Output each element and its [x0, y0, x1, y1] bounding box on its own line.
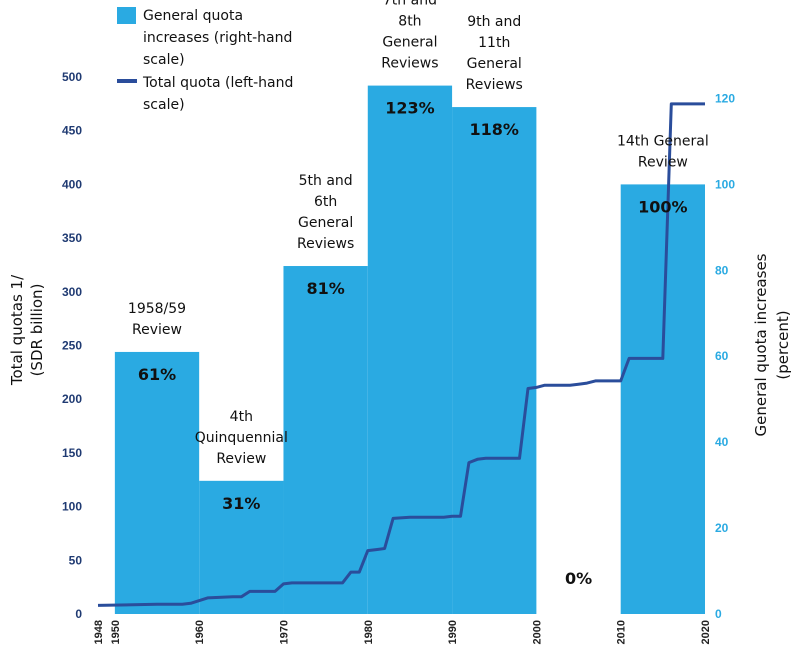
- x-tick: 1950: [110, 620, 122, 644]
- review-annotation-line: Review: [638, 154, 688, 170]
- data-label: 61%: [138, 365, 176, 384]
- legend: General quota increases (right-hand scal…: [117, 7, 293, 113]
- review-annotation-line: 7th and: [383, 0, 437, 9]
- review-annotations: 1958/59 Review 4th Quinquennial Review 5th an…: [128, 0, 709, 467]
- x-tick: 2020: [700, 620, 712, 644]
- y-left-tick: 300: [62, 285, 82, 299]
- data-label: 0%: [565, 569, 592, 588]
- y-left-tick: 0: [75, 607, 82, 621]
- review-annotation-line: Review: [132, 322, 182, 338]
- legend-bar-label: scale): [143, 52, 185, 68]
- review-annotation-line: 4th: [230, 409, 253, 425]
- review-annotation-line: General: [382, 35, 437, 51]
- axis-ticks: 0 50 100 150 200 250 300 350 400 450 500 0 20 40 60 80 1…: [62, 70, 735, 644]
- y-left-tick: 150: [62, 446, 82, 460]
- x-tick: 1960: [194, 620, 206, 644]
- review-annotation-line: Review: [216, 451, 266, 467]
- review-annotation-line: 6th: [314, 194, 337, 210]
- legend-bar-label: increases (right-hand: [143, 30, 292, 46]
- review-annotation-line: 9th and: [467, 14, 521, 30]
- review-annotation-line: General: [298, 215, 353, 231]
- left-axis-title-line2: (SDR billion): [28, 284, 46, 377]
- review-annotation: 1958/59 Review: [128, 301, 186, 338]
- right-axis-title-line2: (percent): [774, 310, 792, 379]
- right-axis-title-line1: General quota increases: [752, 253, 770, 436]
- total-quota-line: [97, 102, 705, 607]
- y-right-tick: 60: [715, 349, 729, 363]
- bar: [283, 266, 368, 614]
- x-tick: 1970: [278, 620, 290, 644]
- legend-bar-label: General quota: [143, 8, 243, 24]
- data-label: 123%: [385, 99, 434, 118]
- x-tick: 1980: [363, 620, 375, 644]
- review-annotation-line: Reviews: [381, 56, 438, 72]
- y-right-tick: 100: [715, 177, 735, 191]
- data-label: 100%: [638, 197, 687, 216]
- y-left-tick: 50: [69, 553, 83, 567]
- bar: [620, 184, 705, 614]
- y-left-tick: 500: [62, 70, 82, 84]
- review-annotation: 14th General Review: [617, 133, 709, 170]
- data-label: 81%: [306, 279, 344, 298]
- data-label: 31%: [222, 494, 260, 513]
- y-left-tick: 350: [62, 231, 82, 245]
- y-right-tick: 120: [715, 91, 735, 105]
- legend-bar-swatch: [117, 7, 136, 24]
- data-label: 118%: [470, 120, 519, 139]
- bar-series: [114, 85, 705, 615]
- y-right-tick: 20: [715, 521, 729, 535]
- review-annotation: 5th and 6th General Reviews: [297, 173, 354, 252]
- x-tick: 2010: [616, 620, 628, 644]
- review-annotation-line: 5th and: [299, 173, 353, 189]
- legend-line-label: Total quota (left-hand: [142, 75, 293, 91]
- review-annotation-line: General: [467, 56, 522, 72]
- x-tick: 2000: [531, 620, 543, 644]
- review-annotation-line: 1958/59: [128, 301, 186, 317]
- y-right-tick: 0: [715, 607, 722, 621]
- review-annotation-line: 14th General: [617, 133, 709, 149]
- y-right-tick: 80: [715, 263, 729, 277]
- x-tick: 1990: [447, 620, 459, 644]
- y-right-tick: 40: [715, 435, 729, 449]
- left-axis-title-line1: Total quotas 1/: [8, 274, 26, 386]
- bar: [452, 107, 537, 615]
- review-annotation: 4th Quinquennial Review: [195, 409, 288, 467]
- review-annotation-line: Quinquennial: [195, 430, 288, 446]
- y-left-tick: 400: [62, 177, 82, 191]
- percent-labels: 61% 31% 81% 123% 118% 0% 100%: [138, 99, 688, 588]
- y-left-tick: 100: [62, 500, 82, 514]
- bar: [367, 85, 453, 615]
- legend-line-label: scale): [143, 97, 185, 113]
- x-tick: 1948: [93, 620, 105, 644]
- right-axis-title: General quota increases (percent): [752, 253, 792, 436]
- review-annotation: 7th and 8th General Reviews: [381, 0, 438, 72]
- bar: [114, 351, 200, 614]
- review-annotation-line: Reviews: [297, 236, 354, 252]
- review-annotation-line: 11th: [478, 35, 510, 51]
- review-annotation: 9th and 11th General Reviews: [466, 14, 523, 93]
- review-annotation-line: Reviews: [466, 77, 523, 93]
- line-series: [97, 102, 705, 607]
- review-annotation-line: 8th: [398, 14, 421, 30]
- y-left-tick: 450: [62, 124, 82, 138]
- left-axis-title: Total quotas 1/ (SDR billion): [8, 274, 46, 386]
- y-left-tick: 200: [62, 392, 82, 406]
- y-left-tick: 250: [62, 339, 82, 353]
